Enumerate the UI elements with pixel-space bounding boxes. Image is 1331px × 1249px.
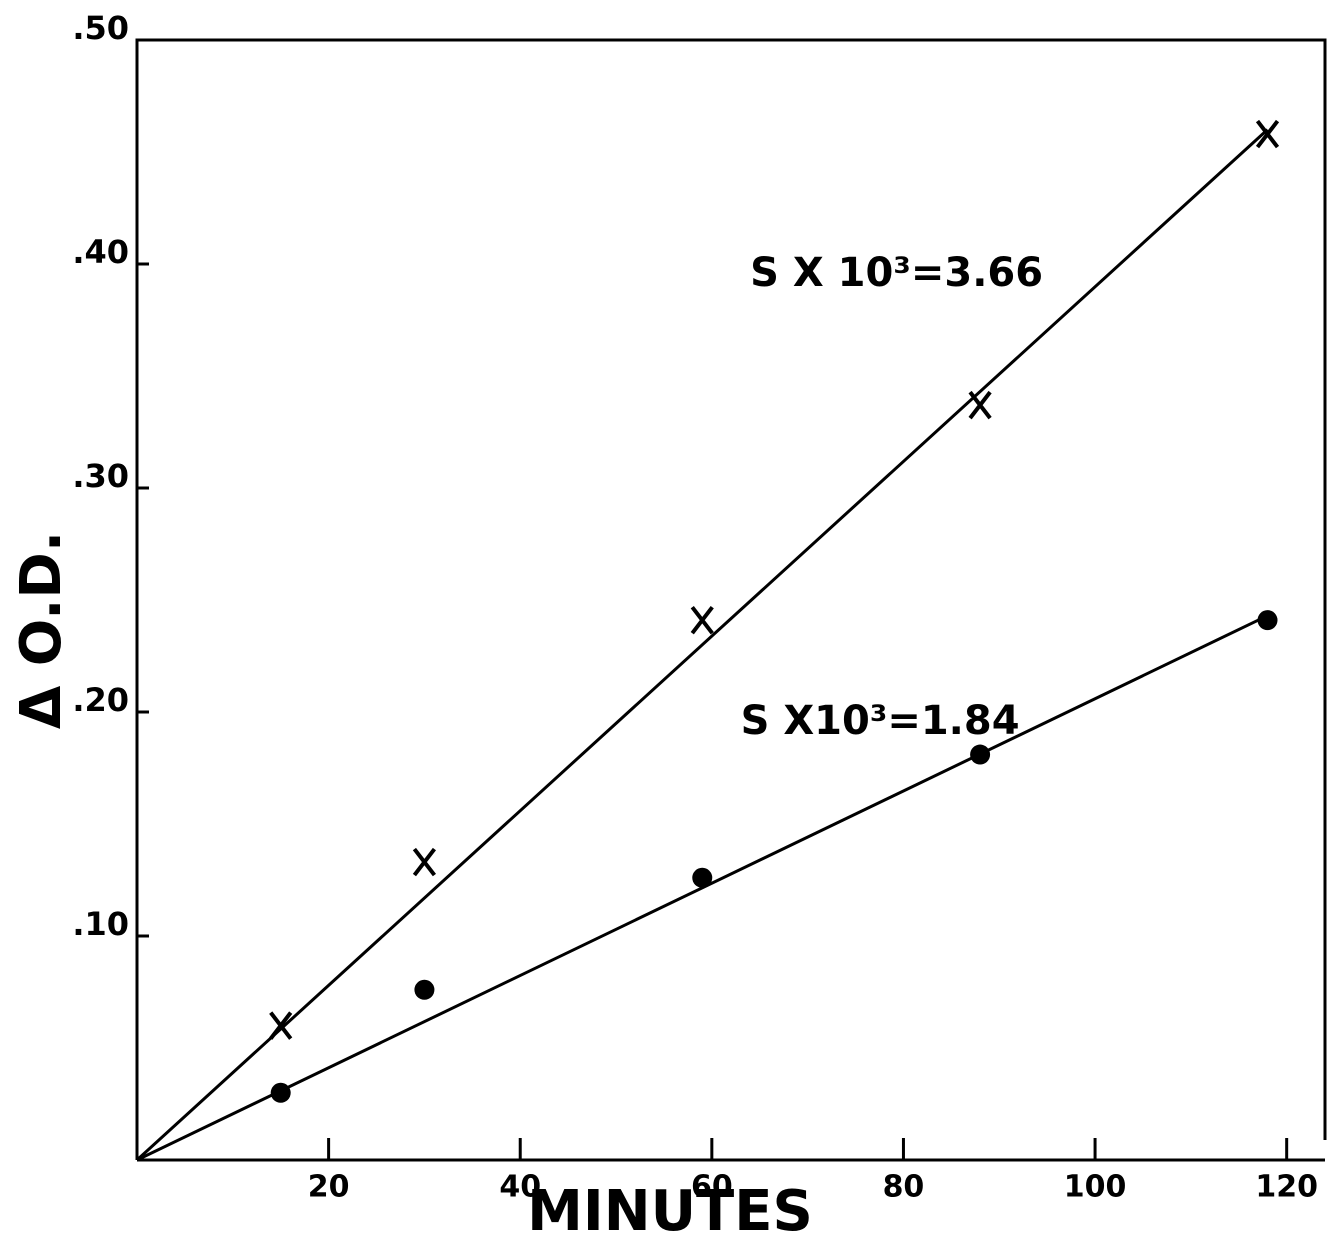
x-tick-label: 40 bbox=[499, 1170, 541, 1205]
plot-frame bbox=[135, 38, 1327, 1162]
dot-marker bbox=[692, 867, 713, 888]
x-marker bbox=[690, 605, 714, 635]
x-tick-label: 20 bbox=[308, 1170, 350, 1205]
x-tick-label: 120 bbox=[1255, 1170, 1318, 1205]
y-tick-label: .50 bbox=[72, 9, 129, 47]
x-marker bbox=[412, 847, 437, 877]
x-tick-label: 100 bbox=[1064, 1170, 1127, 1205]
x-axis-label: MINUTES bbox=[527, 1179, 813, 1244]
x-marker bbox=[1255, 119, 1280, 149]
x-marker bbox=[968, 390, 992, 420]
dot-marker bbox=[970, 744, 991, 765]
dot-marker bbox=[414, 979, 435, 1000]
fit-line bbox=[136, 614, 1269, 1162]
y-axis-label: Δ O.D. bbox=[9, 531, 74, 729]
fit-line bbox=[135, 128, 1269, 1162]
y-tick-label: .10 bbox=[72, 905, 129, 943]
y-tick-label: .30 bbox=[72, 457, 129, 495]
x-marker bbox=[269, 1011, 293, 1040]
x-tick-label: 80 bbox=[883, 1170, 925, 1205]
dot-marker bbox=[270, 1082, 291, 1103]
y-tick-label: .40 bbox=[72, 233, 129, 271]
annotation: S X10³=1.84 bbox=[741, 698, 1020, 744]
annotation: S X 10³=3.66 bbox=[750, 250, 1043, 296]
x-tick-label: 60 bbox=[691, 1170, 733, 1205]
y-tick-label: .20 bbox=[72, 681, 129, 719]
dot-marker bbox=[1257, 610, 1278, 631]
